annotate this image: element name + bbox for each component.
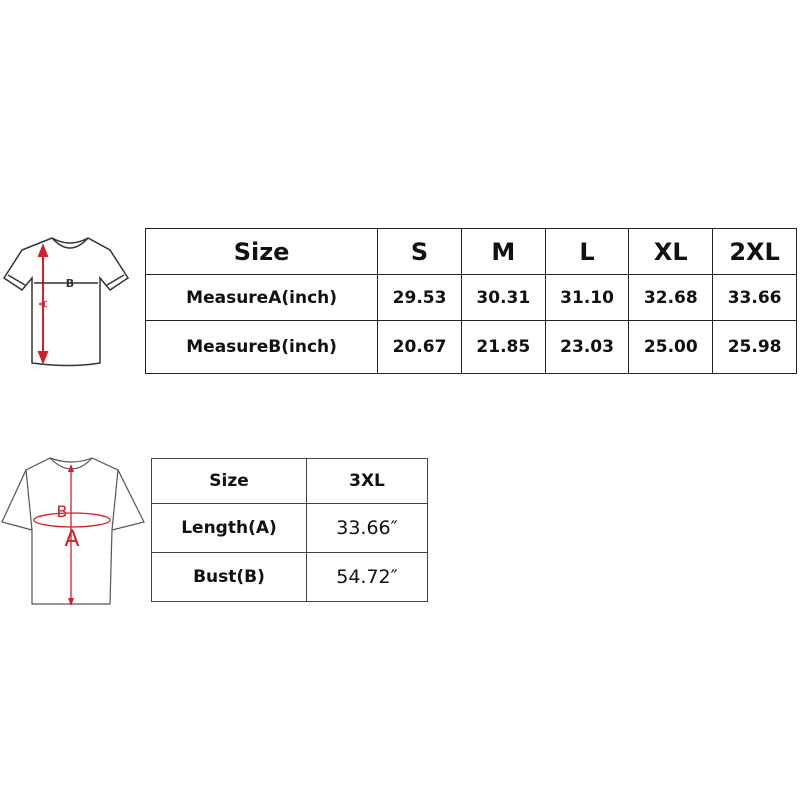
cell: 29.53 [377,274,462,321]
cell: 54.72″ [306,552,428,602]
row-label: MeasureB(inch) [144,320,379,374]
tshirt-diagram-2: B A [1,457,145,606]
table-header-row: Size S M L XL 2XL [144,228,797,275]
cell: 20.67 [377,320,462,374]
cell: 33.66″ [306,503,428,553]
header-cell: Size [151,458,307,504]
label-a: A [37,300,50,308]
header-cell: 2XL [712,228,797,275]
size-table-1: Size S M L XL 2XL MeasureA(inch) 29.53 3… [144,228,797,374]
header-cell: M [460,228,546,275]
cell: 33.66 [712,274,797,321]
table-row: Length(A) 33.66″ [151,503,428,553]
table-row: MeasureA(inch) 29.53 30.31 31.10 32.68 3… [144,274,797,321]
header-cell: XL [628,228,714,275]
row-label: MeasureA(inch) [144,274,379,321]
cell: 32.68 [628,274,714,321]
row-label: Bust(B) [151,552,307,602]
label-b: B [66,277,74,290]
header-cell: S [377,228,462,275]
table-header-row: Size 3XL [151,458,428,504]
label-b: B [57,502,68,521]
size-table-2: Size 3XL Length(A) 33.66″ Bust(B) 54.72″ [151,458,428,602]
header-cell: L [544,228,630,275]
label-a: A [64,527,79,552]
header-cell: Size [144,228,379,275]
table-row: Bust(B) 54.72″ [151,552,428,602]
header-cell: 3XL [306,458,428,504]
cell: 25.00 [628,320,714,374]
tshirt-diagram-1: B A [2,237,130,367]
cell: 25.98 [712,320,797,374]
row-label: Length(A) [151,503,307,553]
cell: 21.85 [460,320,546,374]
cell: 31.10 [544,274,630,321]
cell: 30.31 [460,274,546,321]
cell: 23.03 [544,320,630,374]
table-row: MeasureB(inch) 20.67 21.85 23.03 25.00 2… [144,320,797,374]
